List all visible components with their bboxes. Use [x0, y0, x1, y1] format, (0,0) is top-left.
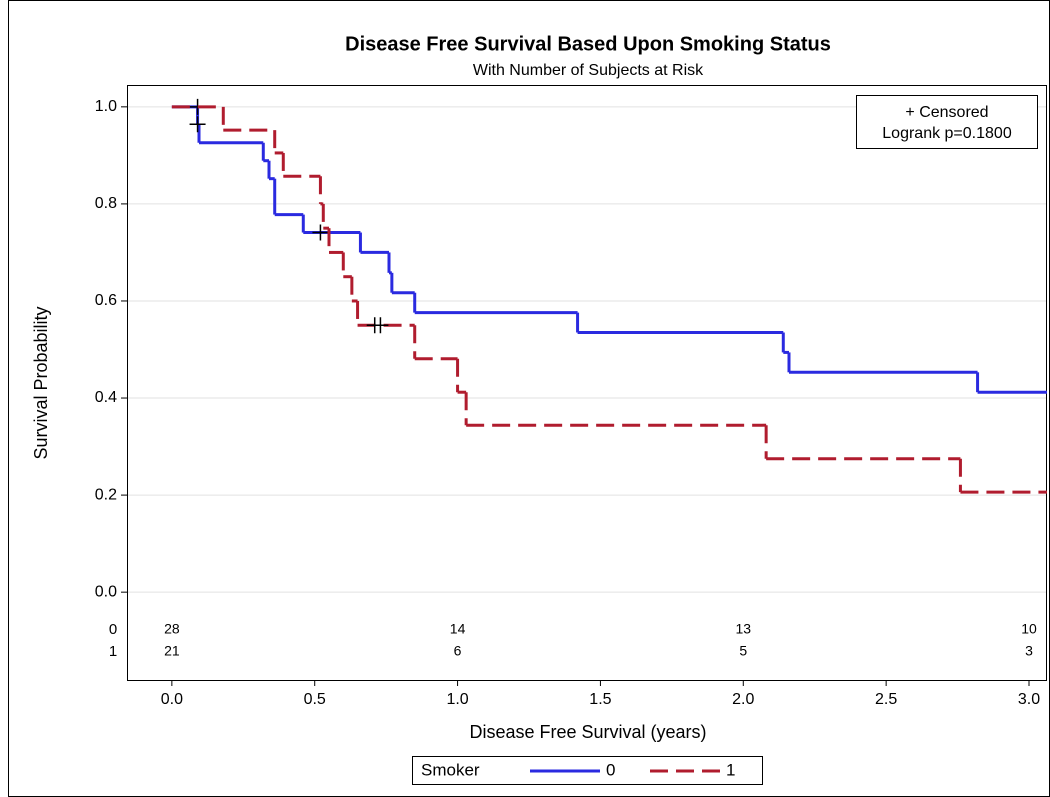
- y-tick-label: 0.0: [95, 583, 117, 600]
- risk-count: 3: [1025, 643, 1033, 659]
- legend-label: 1: [726, 760, 735, 779]
- risk-count: 6: [454, 643, 462, 659]
- x-tick-label: 1.5: [589, 691, 611, 708]
- legend: Smoker 0 1: [412, 756, 763, 785]
- chart-title: Disease Free Survival Based Upon Smoking…: [345, 33, 831, 55]
- x-tick-label: 1.0: [446, 691, 468, 708]
- inset-censored: + Censored: [905, 104, 988, 121]
- legend-title: Smoker: [421, 760, 480, 779]
- y-tick-label: 0.8: [95, 195, 117, 212]
- y-tick-label: 1.0: [95, 98, 117, 115]
- inset-box: [856, 95, 1038, 149]
- legend-label: 0: [606, 760, 615, 779]
- x-tick-label: 2.0: [732, 691, 754, 708]
- risk-count: 28: [164, 621, 180, 637]
- censor-mark: [312, 224, 329, 241]
- plot-frame: [127, 85, 1047, 681]
- x-tick-label: 3.0: [1018, 691, 1040, 708]
- y-tick-label: 0.6: [95, 292, 117, 309]
- censor-mark: [372, 317, 389, 334]
- x-axis-label: Disease Free Survival (years): [469, 722, 706, 742]
- x-tick-label: 0.0: [161, 691, 183, 708]
- risk-count: 14: [450, 621, 466, 637]
- risk-row-label: 0: [109, 621, 117, 638]
- censor-mark: [189, 116, 206, 133]
- x-tick-label: 0.5: [304, 691, 326, 708]
- y-tick-label: 0.4: [95, 389, 117, 406]
- chart-subtitle: With Number of Subjects at Risk: [473, 62, 704, 79]
- y-tick-label: 0.2: [95, 486, 117, 503]
- inset-logrank: Logrank p=0.1800: [882, 125, 1012, 142]
- risk-count: 13: [735, 621, 751, 637]
- y-axis-label: Survival Probability: [31, 306, 51, 459]
- risk-count: 10: [1021, 621, 1037, 637]
- risk-count: 5: [739, 643, 747, 659]
- risk-row-label: 1: [109, 643, 117, 660]
- x-tick-label: 2.5: [875, 691, 897, 708]
- risk-count: 21: [164, 643, 180, 659]
